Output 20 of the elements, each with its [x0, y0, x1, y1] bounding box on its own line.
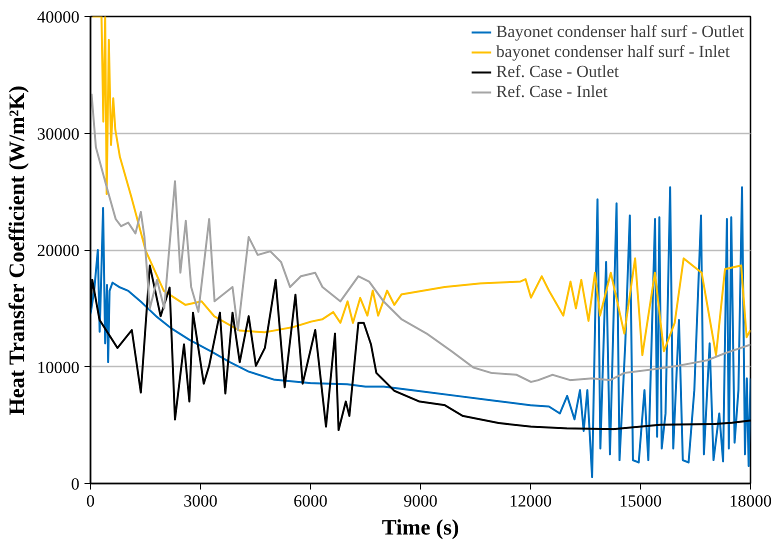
x-tick-label: 6000	[294, 492, 328, 510]
y-tick-label: 30000	[37, 124, 80, 144]
y-axis-title: Heat Transfer Coefficient (W/m²K)	[4, 85, 29, 416]
legend-label: bayonet condenser half surf - Inlet	[496, 42, 730, 62]
y-tick-label: 20000	[37, 241, 80, 260]
y-tick-label: 0	[71, 474, 80, 494]
x-axis-title: Time (s)	[382, 514, 460, 540]
legend-label: Ref. Case - Inlet	[496, 82, 608, 102]
y-tick-label: 40000	[37, 8, 80, 26]
y-tick-label: 10000	[37, 358, 80, 377]
line-series	[91, 16, 750, 356]
x-tick-label: 3000	[184, 492, 218, 510]
legend-label: Bayonet condenser half surf - Outlet	[496, 22, 744, 42]
line-series	[90, 186, 750, 478]
x-tick-label: 9000	[404, 492, 438, 510]
x-tick-label: 15000	[619, 492, 662, 510]
x-tick-label: 12000	[509, 492, 552, 510]
x-tick-label: 0	[86, 492, 95, 510]
x-tick-label: 18000	[729, 492, 772, 510]
legend-label: Ref. Case - Outlet	[496, 62, 619, 82]
